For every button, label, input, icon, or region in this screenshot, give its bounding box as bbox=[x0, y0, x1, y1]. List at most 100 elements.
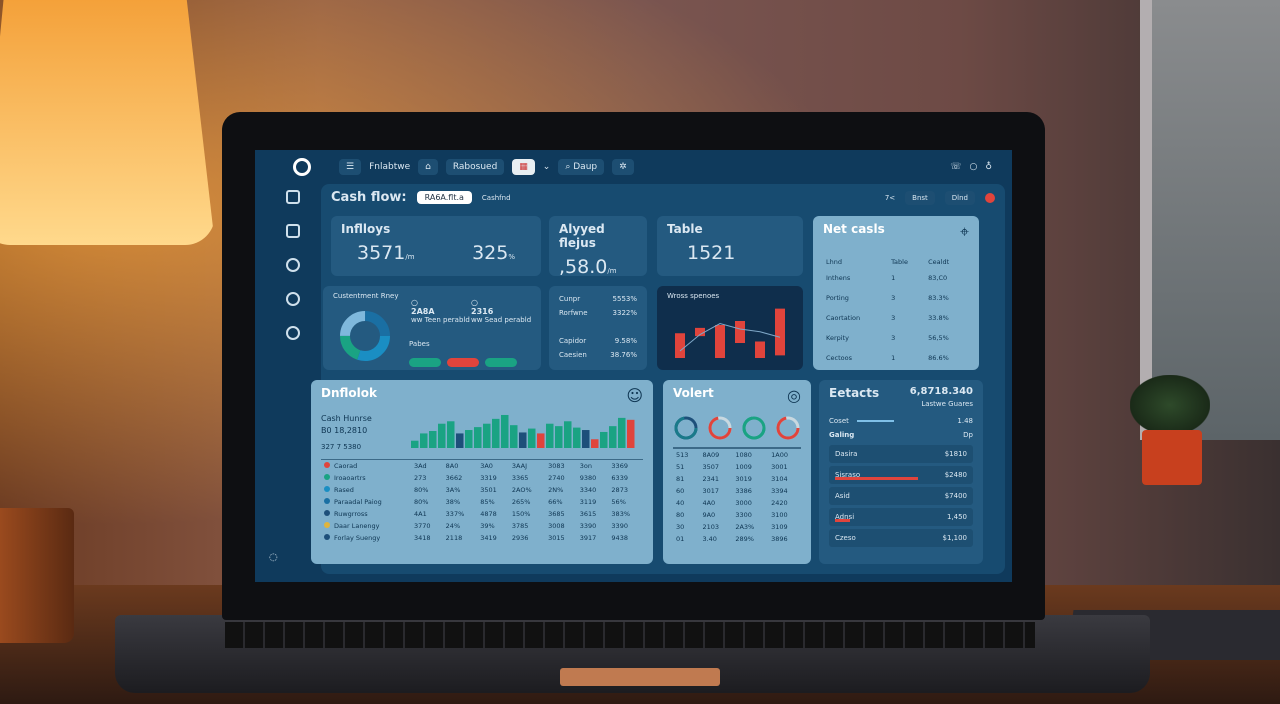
dashboard-bar bbox=[564, 421, 572, 448]
column-header: Lhnd bbox=[826, 258, 842, 266]
table-cell: 01 bbox=[676, 535, 685, 543]
table-cell: 85% bbox=[480, 498, 495, 506]
zoom-control[interactable]: 7< bbox=[884, 193, 896, 202]
row-label: Forlay Suengy bbox=[321, 532, 411, 544]
effects-row[interactable]: Sisraso $2480 bbox=[829, 466, 973, 484]
effects-row[interactable]: Dasira $1810 bbox=[829, 445, 973, 463]
filter-pill[interactable] bbox=[409, 358, 441, 367]
table-row: Iroaoartrs 273 3662 3319 3365 2740 9380 6339 bbox=[321, 472, 643, 484]
table-cell: 83.3% bbox=[928, 294, 949, 302]
table-cell: Caortation bbox=[826, 314, 861, 322]
dashboard-bar bbox=[420, 433, 428, 448]
kpi-label: Alyyed flejus bbox=[559, 222, 605, 250]
table-cell: 81 bbox=[676, 475, 685, 483]
phone-icon[interactable]: ☏ bbox=[950, 162, 962, 172]
table-cell: 3896 bbox=[771, 535, 788, 543]
bell-icon[interactable]: ♁ bbox=[985, 162, 992, 172]
logo-icon bbox=[293, 158, 311, 176]
table-cell: 2N% bbox=[548, 486, 564, 494]
table-cell: 3 bbox=[891, 294, 896, 302]
table-cell: 2103 bbox=[702, 523, 720, 531]
download-dropdown[interactable]: Dlnd bbox=[944, 190, 975, 205]
table-cell: 6339 bbox=[611, 474, 628, 482]
period-badge[interactable]: RA6A.flt.a bbox=[416, 191, 472, 204]
refresh-icon[interactable]: ◎ bbox=[787, 386, 801, 405]
dashboard-bar bbox=[573, 427, 581, 448]
page-title: Cash flow: bbox=[331, 190, 407, 205]
table-cell: 2420 bbox=[771, 499, 788, 507]
table-cell: 3 bbox=[891, 334, 896, 342]
table-cell: 40 bbox=[676, 499, 685, 507]
sidebar-item-settings[interactable] bbox=[286, 326, 300, 340]
table-cell: 4878 bbox=[480, 510, 497, 518]
table-cell: 2341 bbox=[702, 475, 720, 483]
donut-slice bbox=[340, 311, 390, 361]
table-row: Porting 3 83.3% bbox=[823, 288, 969, 308]
circle-icon[interactable]: ○ bbox=[969, 162, 978, 172]
home-icon[interactable]: ⌂ bbox=[418, 159, 438, 175]
dashboard-bar bbox=[483, 423, 491, 448]
table-cell: 80% bbox=[414, 498, 429, 506]
sidebar-item-search[interactable] bbox=[286, 292, 300, 306]
calendar-icon[interactable]: ▦ bbox=[512, 159, 535, 175]
filter-pill[interactable] bbox=[485, 358, 517, 367]
table-cell: 3119 bbox=[579, 498, 597, 506]
rabosued-button[interactable]: Rabosued bbox=[445, 159, 505, 175]
effects-row[interactable]: Asid $7400 bbox=[829, 487, 973, 505]
kpi-value: ,58.0/m bbox=[559, 256, 617, 278]
filter-dropdown[interactable]: Bnst bbox=[905, 190, 935, 205]
table-cell: 2118 bbox=[445, 534, 463, 542]
card-title: Volert bbox=[673, 386, 714, 400]
sidebar-item-reports[interactable] bbox=[286, 224, 300, 238]
dashboard-bar bbox=[519, 432, 527, 448]
power-icon[interactable]: ◌ bbox=[269, 552, 278, 563]
table-cell: 289% bbox=[735, 535, 754, 543]
table-cell: 3000 bbox=[735, 499, 752, 507]
pin-icon[interactable]: ⌖ bbox=[959, 222, 969, 241]
effects-value: 6,8718.340 bbox=[909, 386, 973, 397]
donut-slice bbox=[340, 311, 390, 361]
row-label: Ruwgrross bbox=[321, 508, 411, 520]
table-cell: 3017 bbox=[702, 487, 720, 495]
table-cell: 2AO% bbox=[511, 486, 532, 494]
table-cell: 24% bbox=[445, 522, 461, 530]
dashboard-bar bbox=[528, 428, 536, 448]
table-cell: Porting bbox=[826, 294, 849, 302]
table-row: 513 8A09 1080 1A00 bbox=[673, 449, 801, 461]
effects-row[interactable]: Czeso $1,100 bbox=[829, 529, 973, 547]
smile-icon[interactable]: ☺ bbox=[626, 386, 643, 405]
table-row: 81 2341 3019 3104 bbox=[673, 473, 801, 485]
dashboard-bar bbox=[474, 427, 482, 448]
table-row: 40 4A0 3000 2420 bbox=[673, 497, 801, 509]
table-row: 60 3017 3386 3394 bbox=[673, 485, 801, 497]
dashboard-bar bbox=[537, 433, 545, 448]
table-cell: 3 bbox=[891, 314, 896, 322]
effects-row[interactable]: Adnsi 1,450 bbox=[829, 508, 973, 526]
mini-bar bbox=[695, 327, 705, 337]
stats-card: Cunpr 5553% Rorfwne 3322% Capidor 9.58% Caesie… bbox=[549, 286, 647, 370]
table-cell: 80 bbox=[676, 511, 685, 519]
donut-stat-1: ○ 2A8A ww Teen perabld bbox=[411, 298, 470, 324]
sidebar-item-user[interactable] bbox=[286, 258, 300, 272]
plant bbox=[1130, 375, 1210, 435]
ring-chart bbox=[742, 416, 766, 440]
table-cell: 273 bbox=[414, 474, 427, 482]
settings-icon[interactable]: ✲ bbox=[612, 159, 634, 175]
table-cell: 3685 bbox=[548, 510, 565, 518]
chevron-down-icon[interactable]: ⌄ bbox=[542, 162, 551, 172]
table-row: Inthens 1 83,C0 bbox=[823, 268, 969, 288]
effects-subtitle: Lastwe Guares bbox=[921, 400, 973, 408]
table-cell: 4A1 bbox=[414, 510, 427, 518]
table-row: Kerpity 3 56,5% bbox=[823, 328, 969, 348]
dashboard-bar bbox=[627, 419, 635, 448]
dashboard-bar bbox=[510, 425, 518, 448]
filter-pill[interactable] bbox=[447, 358, 479, 367]
table-cell: 2936 bbox=[511, 534, 529, 542]
table-row: 80 9A0 3300 3100 bbox=[673, 509, 801, 521]
menu-icon[interactable]: ☰ bbox=[339, 159, 362, 175]
search-button[interactable]: ⌕ Daup bbox=[558, 159, 605, 175]
donut-chart bbox=[340, 311, 390, 361]
sidebar-item-bank[interactable] bbox=[286, 190, 300, 204]
row-label: Iroaoartrs bbox=[321, 472, 411, 484]
row-label: Paraadal Paiog bbox=[321, 496, 411, 508]
